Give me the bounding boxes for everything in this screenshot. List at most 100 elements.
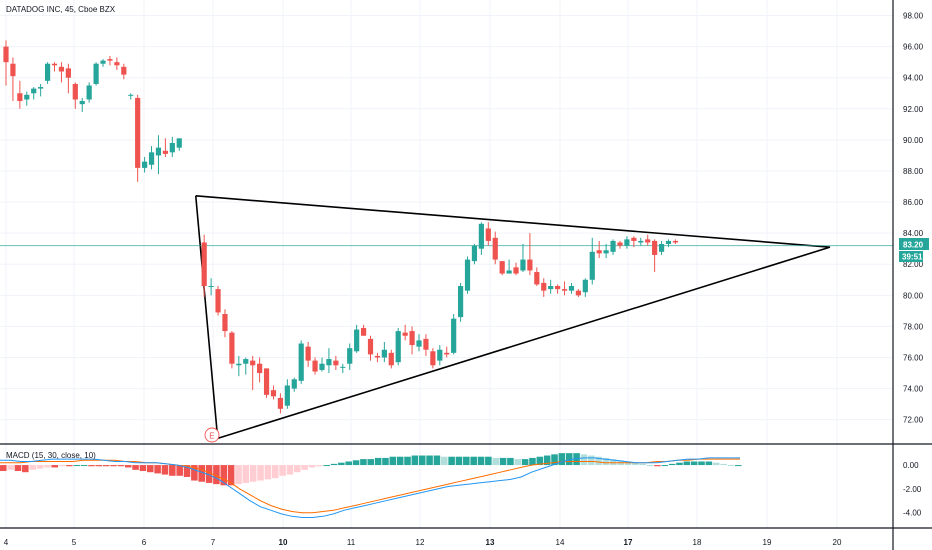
time-tick-label: 12	[416, 538, 425, 547]
price-tick-label: 86.00	[903, 198, 924, 207]
candle-body	[31, 88, 37, 94]
macd-histogram-bar	[448, 456, 455, 466]
candle-body	[312, 360, 318, 372]
candle-body	[319, 363, 325, 370]
macd-tick-label: 0.00	[903, 461, 919, 470]
macd-histogram-bar	[499, 457, 507, 466]
candle-body	[645, 239, 651, 243]
macd-histogram-bar	[668, 463, 676, 466]
candle-body	[340, 366, 346, 368]
macd-histogram-bar	[536, 456, 544, 466]
candle-body	[107, 59, 113, 61]
macd-histogram-bar	[264, 465, 272, 480]
macd-histogram-bar	[286, 465, 294, 475]
candle-body	[416, 340, 422, 347]
macd-histogram-bar	[720, 463, 727, 466]
macd-histogram-bar	[95, 465, 103, 467]
time-tick-label: 20	[833, 538, 842, 547]
price-axis[interactable]: 98.00 96.00 94.00 92.00 90.00 88.00 86.00 84.00…	[903, 12, 924, 425]
time-tick-label: 10	[279, 538, 288, 547]
candle-body	[672, 240, 679, 243]
macd-histogram-bar	[558, 453, 566, 466]
macd-histogram-bar	[455, 456, 463, 466]
time-tick-label: 13	[486, 538, 495, 547]
candle-body	[638, 240, 644, 243]
candle-body	[72, 83, 78, 100]
price-tick-label: 90.00	[903, 136, 924, 145]
candle-body	[367, 338, 374, 355]
macd-histogram-bar	[507, 457, 514, 466]
macd-histogram-bar	[308, 465, 316, 468]
time-tick-label: 14	[556, 538, 565, 547]
macd-histogram-bar	[543, 455, 551, 466]
macd-histogram-bar	[7, 465, 14, 470]
macd-histogram-bar	[213, 465, 220, 485]
macd-histogram-bar	[0, 465, 7, 472]
macd-histogram-bar	[654, 465, 661, 467]
chart-title: DATADOG INC, 45, Cboe BZX	[6, 5, 116, 14]
macd-histogram-bar	[124, 465, 132, 468]
macd-histogram-bar	[88, 465, 95, 467]
candle-body	[603, 250, 609, 254]
macd-histogram-bar	[514, 459, 522, 466]
candle-body	[162, 150, 168, 154]
candle-body	[457, 286, 464, 318]
candle-body	[135, 97, 141, 168]
countdown-label-bg	[899, 251, 923, 262]
candle-body	[148, 152, 155, 165]
candle-body	[520, 259, 526, 271]
candle-body	[444, 352, 450, 355]
candle-body	[485, 228, 491, 241]
candle-body	[354, 329, 360, 352]
candle-body	[589, 251, 595, 280]
macd-histogram-bar	[14, 465, 22, 472]
candle-body	[51, 63, 58, 66]
last-price-label-bg	[899, 238, 929, 250]
candle-body	[395, 331, 401, 363]
macd-histogram-bar	[352, 460, 360, 466]
time-tick-label: 7	[211, 538, 216, 547]
candle-body	[208, 286, 214, 288]
macd-histogram-bar	[565, 453, 573, 466]
macd-histogram-bar	[624, 461, 632, 466]
macd-histogram-bar	[161, 465, 169, 475]
price-tick-label: 78.00	[903, 322, 924, 331]
trendline	[195, 195, 831, 248]
price-tick-label: 96.00	[903, 43, 924, 52]
macd-histogram-bar	[117, 465, 125, 467]
macd-histogram-bar	[235, 465, 242, 485]
macd-histogram-bar	[176, 465, 183, 476]
candle-body	[155, 147, 162, 156]
macd-histogram-bar	[433, 455, 441, 466]
macd-histogram-bar	[602, 457, 610, 466]
macd-histogram-bar	[727, 465, 735, 467]
candle-body	[333, 360, 339, 366]
candle-body	[582, 279, 588, 293]
macd-histogram-bar	[242, 465, 250, 483]
candle-body	[38, 87, 44, 89]
macd-histogram-bar	[418, 455, 426, 466]
macd-histogram-bar	[36, 465, 44, 469]
time-tick-label: 18	[693, 538, 702, 547]
grid	[0, 0, 893, 528]
macd-histogram-bar	[588, 455, 595, 466]
macd-histogram-bar	[44, 465, 51, 468]
macd-histogram-bar	[367, 459, 375, 466]
macd-histogram-bar	[316, 465, 323, 467]
macd-histogram-bar	[632, 462, 639, 466]
candle-body	[326, 359, 332, 366]
candle-body	[652, 240, 658, 255]
macd-axis[interactable]: 0.00 -2.00 -4.00	[903, 461, 922, 518]
candle-body	[478, 223, 484, 249]
macd-histogram-bar	[389, 456, 397, 466]
candle-body	[423, 338, 429, 350]
macd-histogram-bar	[485, 456, 492, 466]
macd-histogram-bar	[470, 456, 477, 466]
macd-histogram-bar	[580, 454, 588, 466]
time-axis[interactable]: 4 5 6 7 10 11 12 13 14 17 18 19 20	[4, 538, 842, 547]
earnings-marker[interactable]	[204, 427, 220, 443]
trendlines	[194, 195, 831, 440]
macd-tick-label: -2.00	[903, 485, 922, 494]
candle-body	[298, 343, 304, 381]
